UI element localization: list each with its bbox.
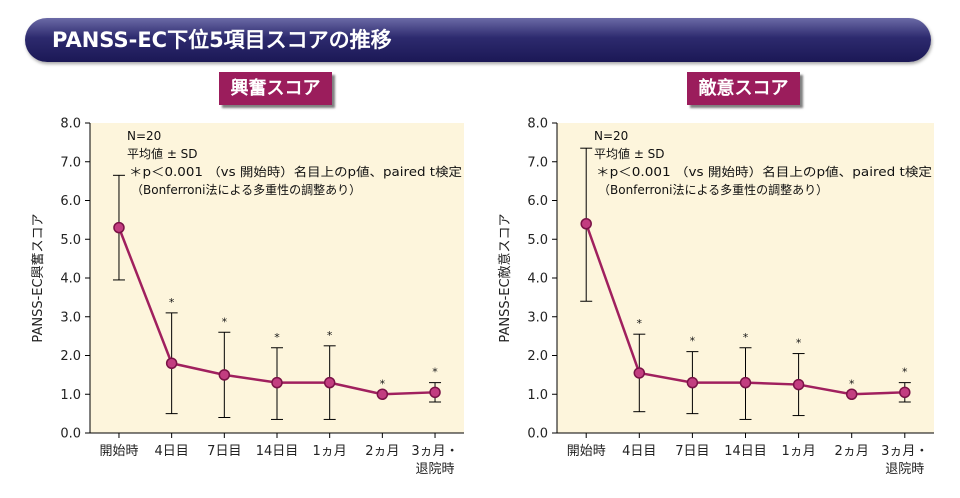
data-point — [633, 367, 646, 379]
y-tick-label: 3.0 — [60, 310, 81, 325]
y-tick-label: 8.0 — [527, 117, 548, 132]
y-tick-label: 6.0 — [527, 194, 548, 209]
significance-marker: * — [222, 315, 228, 328]
x-tick-label: 1ヵ月 — [781, 444, 815, 459]
y-tick-label: 0.0 — [527, 427, 548, 442]
significance-marker: * — [327, 329, 333, 342]
data-point — [165, 357, 178, 369]
data-point — [899, 386, 911, 399]
significance-marker: * — [849, 377, 855, 390]
significance-marker: * — [743, 331, 749, 344]
significance-marker: * — [432, 366, 438, 379]
x-tick-label: 7日目 — [675, 444, 709, 459]
data-point — [429, 386, 441, 399]
data-point — [218, 369, 231, 381]
y-tick-label: 7.0 — [60, 155, 81, 170]
data-point — [271, 376, 283, 389]
x-tick-label: 退院時 — [416, 462, 455, 477]
y-tick-label: 6.0 — [60, 194, 81, 209]
note-line: 平均値 ± SD — [594, 146, 665, 161]
note-line: N=20 — [127, 129, 161, 143]
y-tick-label: 3.0 — [527, 310, 548, 325]
x-tick-label: 4日目 — [622, 444, 656, 459]
y-tick-label: 8.0 — [60, 117, 81, 132]
y-tick-label: 5.0 — [527, 233, 548, 248]
chart-1: 0.0 1.0 2.0 3.0 4.0 5.0 6.0 7.0 8.0 PANSS-EC敵意スコア… — [497, 117, 934, 477]
data-point — [845, 388, 858, 400]
chart-title-hostility: 敵意スコア — [687, 72, 800, 105]
x-tick-label: 3ヵ月・ — [411, 444, 458, 459]
y-tick-label: 4.0 — [60, 272, 81, 287]
significance-marker: * — [796, 337, 802, 350]
header-banner — [25, 18, 931, 62]
significance-marker: * — [637, 317, 643, 330]
y-tick-label: 2.0 — [60, 349, 81, 364]
note-line: N=20 — [594, 129, 628, 143]
x-tick-label: 2ヵ月 — [835, 444, 869, 459]
x-tick-label: 2ヵ月 — [365, 444, 399, 459]
data-point — [792, 378, 805, 391]
y-tick-label: 7.0 — [527, 155, 548, 170]
y-tick-label: 1.0 — [60, 388, 81, 403]
x-tick-label: 14日目 — [256, 444, 299, 459]
data-point — [739, 376, 752, 389]
y-axis-label: PANSS-EC興奮スコア — [31, 213, 46, 342]
data-point — [323, 376, 336, 389]
note-line: 平均値 ± SD — [127, 146, 198, 161]
data-point — [580, 218, 592, 230]
x-tick-label: 14日目 — [724, 444, 767, 459]
significance-marker: * — [902, 366, 908, 379]
note-line: ＊p＜0.001 （vs 開始時）名目上のp値、paired t検定 — [129, 164, 462, 179]
y-axis-label: PANSS-EC敵意スコア — [497, 213, 513, 342]
x-tick-label: 3ヵ月・ — [881, 444, 928, 459]
page-title: PANSS-EC下位5項目スコアの推移 — [52, 28, 392, 52]
data-point — [686, 376, 699, 389]
significance-marker: * — [690, 335, 696, 348]
x-tick-label: 開始時 — [99, 444, 138, 459]
x-tick-label: 開始時 — [567, 444, 606, 459]
y-tick-label: 0.0 — [60, 427, 81, 442]
chart-0: 0.0 1.0 2.0 3.0 4.0 5.0 6.0 7.0 8.0 PANSS-EC興奮スコア… — [31, 117, 464, 477]
significance-marker: * — [169, 296, 175, 309]
x-tick-label: 4日目 — [155, 444, 189, 459]
x-tick-label: 退院時 — [885, 462, 924, 477]
note-line: ＊p＜0.001 （vs 開始時）名目上のp値、paired t検定 — [596, 164, 932, 179]
data-point — [113, 221, 125, 234]
data-point — [376, 388, 389, 400]
x-tick-label: 7日目 — [207, 444, 241, 459]
significance-marker: * — [274, 331, 280, 344]
chart-title-excitement: 興奮スコア — [219, 72, 332, 105]
x-tick-label: 1ヵ月 — [313, 444, 347, 459]
y-tick-label: 1.0 — [527, 388, 548, 403]
significance-marker: * — [380, 377, 386, 390]
note-line: （Bonferroni法による多重性の調整あり） — [598, 182, 828, 197]
y-tick-label: 5.0 — [60, 233, 81, 248]
note-line: （Bonferroni法による多重性の調整あり） — [131, 182, 361, 197]
y-tick-label: 4.0 — [527, 272, 548, 287]
y-tick-label: 2.0 — [527, 349, 548, 364]
